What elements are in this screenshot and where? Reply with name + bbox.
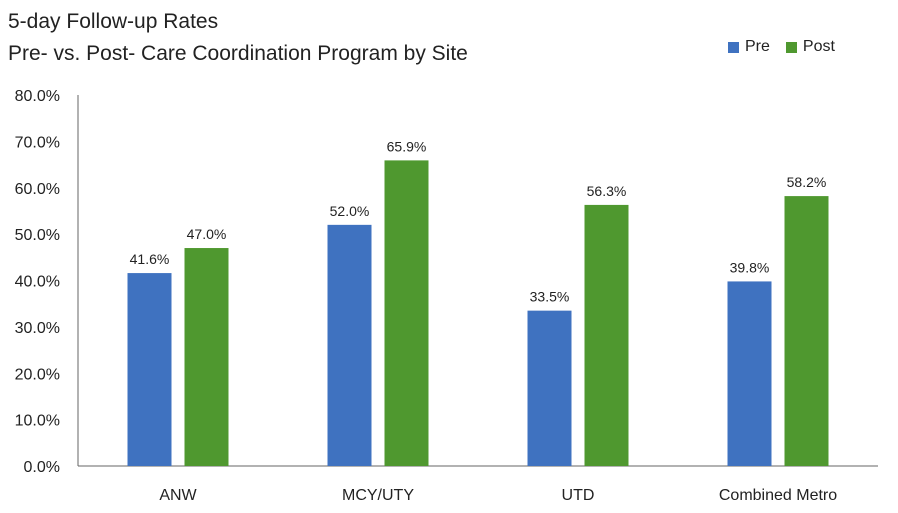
x-tick-label: ANW — [159, 487, 197, 504]
x-tick-label: Combined Metro — [719, 487, 837, 504]
bar-post-combined-metro — [784, 196, 829, 466]
y-tick-label: 70.0% — [15, 134, 60, 151]
data-label: 56.3% — [587, 183, 627, 199]
legend-swatch-post — [785, 41, 797, 53]
bar-pre-anw — [127, 273, 172, 466]
data-label: 39.8% — [730, 259, 770, 275]
y-tick-label: 60.0% — [15, 181, 60, 198]
x-tick-label: MCY/UTY — [342, 487, 414, 504]
bar-post-utd — [584, 204, 629, 466]
bar-pre-mcy-uty — [327, 224, 372, 466]
y-tick-label: 10.0% — [15, 413, 60, 430]
bar-post-anw — [184, 248, 229, 466]
y-tick-label: 20.0% — [15, 366, 60, 383]
data-label: 47.0% — [187, 226, 227, 242]
y-tick-label: 80.0% — [15, 88, 60, 105]
y-tick-label: 50.0% — [15, 227, 60, 244]
bar-pre-combined-metro — [727, 281, 772, 466]
y-tick-label: 0.0% — [24, 459, 60, 476]
legend-label-post: Post — [802, 38, 835, 55]
x-tick-label: UTD — [562, 487, 595, 504]
chart-subtitle: Pre- vs. Post- Care Coordination Program… — [8, 42, 468, 65]
data-label: 41.6% — [130, 251, 170, 267]
bar-pre-utd — [527, 310, 572, 466]
legend-label-pre: Pre — [745, 38, 770, 55]
data-label: 52.0% — [330, 203, 370, 219]
chart-title: 5-day Follow-up Rates — [8, 10, 219, 33]
y-tick-label: 40.0% — [15, 274, 60, 291]
legend-item-pre: Pre — [728, 38, 770, 56]
legend-item-post: Post — [785, 38, 835, 56]
data-label: 65.9% — [387, 138, 427, 154]
bar-post-mcy-uty — [384, 160, 429, 467]
legend-swatch-pre — [728, 41, 739, 53]
chart-legend: Pre Post — [728, 38, 851, 56]
data-label: 33.5% — [530, 289, 570, 305]
y-tick-label: 30.0% — [15, 320, 60, 337]
data-label: 58.2% — [787, 174, 827, 190]
